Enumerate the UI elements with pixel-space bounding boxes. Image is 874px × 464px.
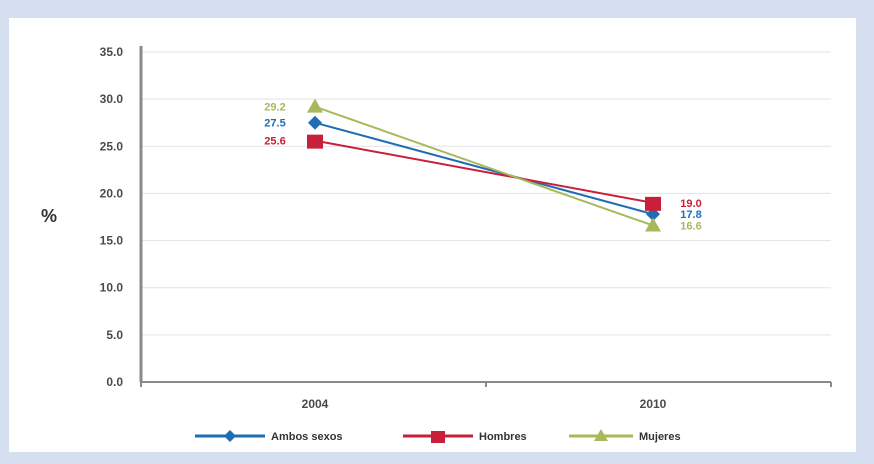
diamond-marker — [224, 430, 236, 442]
series-hombres: 25.6 19.0 — [264, 134, 702, 211]
triangle-marker — [594, 429, 608, 441]
line-chart: 0.05.010.015.020.025.030.035.0 2004 2010 … — [41, 45, 832, 443]
legend-item: Mujeres — [569, 429, 681, 443]
y-tick-label: 15.0 — [100, 234, 124, 248]
legend-label: Mujeres — [639, 431, 681, 443]
series-line — [314, 105, 654, 227]
y-tick-label: 20.0 — [100, 186, 124, 200]
y-axis-label: % — [41, 206, 57, 226]
legend-item: Ambos sexos — [195, 430, 343, 443]
gridlines — [141, 51, 831, 336]
series-group: 27.5 17.8 25.6 19.0 29.2 16.6 — [264, 98, 702, 232]
y-tick-label: 25.0 — [100, 139, 124, 153]
legend-label: Ambos sexos — [271, 431, 343, 443]
triangle-marker — [645, 217, 661, 232]
chart-panel: 0.0 5.0 10.0 15.0 20.0 25.0 30.0 35.0 2004 2010 … — [9, 18, 856, 452]
data-label: 17.8 — [680, 209, 701, 221]
y-tick-label: 30.0 — [100, 92, 124, 106]
legend-label: Hombres — [479, 431, 527, 443]
series-line — [314, 139, 654, 204]
y-tick-label: 10.0 — [100, 281, 124, 295]
triangle-marker — [307, 98, 323, 113]
data-label: 19.0 — [680, 198, 701, 210]
square-marker — [307, 134, 323, 149]
y-tick-label: 5.0 — [106, 328, 123, 342]
legend-item: Hombres — [403, 431, 527, 443]
series-line — [314, 121, 654, 216]
axes — [139, 46, 832, 387]
x-tick-labels: 2004 2010 — [302, 397, 667, 411]
x-tick-label: 2004 — [302, 397, 329, 411]
square-marker — [431, 431, 445, 443]
legend: Ambos sexos Hombres Mujeres — [195, 429, 681, 443]
series-ambos-sexos: 27.5 17.8 — [264, 115, 702, 222]
y-tick-labels: 0.0 5.0 10.0 15.0 20.0 25.0 30.0 35.0 — [100, 45, 124, 389]
data-label: 16.6 — [680, 220, 701, 232]
x-tick-label: 2010 — [640, 397, 667, 411]
data-label: 27.5 — [264, 118, 285, 130]
series-mujeres: 29.2 16.6 — [264, 98, 702, 232]
square-marker — [645, 196, 661, 211]
y-tick-label: 35.0 — [100, 45, 124, 59]
data-label: 29.2 — [264, 102, 285, 114]
data-label: 25.6 — [264, 136, 285, 148]
diamond-marker — [308, 115, 322, 130]
y-tick-label: 0.0 — [106, 375, 123, 389]
